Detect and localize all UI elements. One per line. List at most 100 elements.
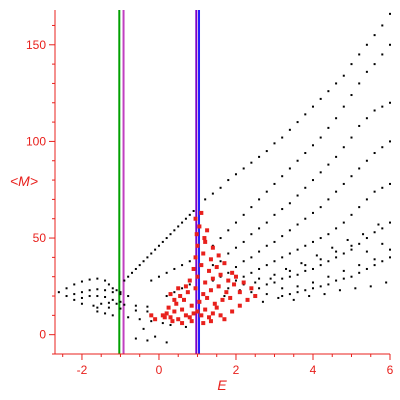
black-point xyxy=(146,339,149,342)
black-point xyxy=(258,198,261,201)
black-point xyxy=(265,283,268,286)
red-point xyxy=(183,313,188,318)
black-point xyxy=(250,206,253,209)
black-point xyxy=(80,291,83,294)
red-point xyxy=(220,297,225,302)
black-point xyxy=(119,293,122,296)
red-point xyxy=(233,274,238,279)
black-point xyxy=(165,237,168,240)
black-point xyxy=(165,295,168,298)
black-point xyxy=(73,298,76,301)
black-point xyxy=(184,325,187,328)
black-point xyxy=(265,150,268,153)
y-tick-label: 0 xyxy=(39,328,46,342)
black-point xyxy=(319,136,322,139)
black-point xyxy=(350,248,353,251)
axes-layer xyxy=(54,10,390,355)
black-point xyxy=(173,229,176,232)
black-point xyxy=(227,287,230,290)
red-point xyxy=(166,305,171,310)
black-point xyxy=(288,229,291,232)
black-point xyxy=(381,146,384,149)
red-point xyxy=(194,232,199,237)
black-point xyxy=(381,227,384,230)
black-point xyxy=(377,223,380,226)
red-point xyxy=(168,292,173,297)
black-point xyxy=(161,240,164,243)
red-point xyxy=(153,317,158,322)
black-point xyxy=(335,250,338,253)
red-point xyxy=(170,319,175,324)
black-point xyxy=(134,304,137,307)
black-point xyxy=(258,267,261,270)
black-point xyxy=(219,186,222,189)
red-point xyxy=(226,278,231,283)
red-point xyxy=(201,292,206,297)
black-point xyxy=(234,173,237,176)
black-point xyxy=(358,264,361,267)
red-point xyxy=(212,301,217,306)
black-point xyxy=(389,248,391,251)
black-point xyxy=(335,227,338,230)
vertical-lines-layer xyxy=(118,10,201,354)
ticks-layer: -2 0 2 4 6 0 50 100 150 xyxy=(26,24,394,377)
red-point xyxy=(201,251,206,256)
black-point xyxy=(138,318,141,321)
black-point xyxy=(288,269,291,272)
black-point xyxy=(304,186,307,189)
black-point xyxy=(250,233,253,236)
black-point xyxy=(204,198,207,201)
black-point xyxy=(234,266,237,269)
black-point xyxy=(288,293,291,296)
red-point xyxy=(181,297,186,302)
black-point xyxy=(365,43,368,46)
red-point xyxy=(189,319,194,324)
red-point xyxy=(218,313,223,318)
red-point xyxy=(210,311,215,316)
red-point xyxy=(193,286,198,291)
red-point xyxy=(237,290,242,295)
black-point xyxy=(365,70,368,73)
black-point xyxy=(242,240,245,243)
black-point xyxy=(119,291,122,294)
black-point xyxy=(346,238,349,241)
black-point xyxy=(250,256,253,259)
black-point xyxy=(381,260,384,263)
black-point xyxy=(111,291,114,294)
black-point xyxy=(335,256,338,259)
black-point xyxy=(281,175,284,178)
black-point xyxy=(242,167,245,170)
black-point xyxy=(304,217,307,220)
black-point xyxy=(123,303,126,306)
black-point xyxy=(73,293,76,296)
black-point xyxy=(269,277,272,280)
black-point xyxy=(358,271,361,274)
black-point xyxy=(150,279,153,282)
black-point xyxy=(389,140,391,143)
black-point xyxy=(111,314,114,317)
y-tick-label: 100 xyxy=(26,134,46,148)
black-point xyxy=(304,264,307,267)
red-point xyxy=(224,290,229,295)
black-point xyxy=(311,281,314,284)
black-point xyxy=(327,233,330,236)
black-point xyxy=(288,167,291,170)
black-point xyxy=(381,53,384,56)
x-tick-label: 4 xyxy=(310,363,317,377)
x-tick-label: 0 xyxy=(156,363,163,377)
y-axis-title: <M> xyxy=(10,173,38,189)
black-point xyxy=(308,295,311,298)
red-point xyxy=(230,309,235,314)
black-point xyxy=(358,53,361,56)
red-point xyxy=(187,315,192,320)
black-point xyxy=(181,264,184,267)
black-point xyxy=(104,312,107,315)
black-point xyxy=(342,221,345,224)
black-point xyxy=(300,262,303,265)
black-point xyxy=(350,175,353,178)
red-point xyxy=(172,309,177,314)
black-point xyxy=(265,244,268,247)
red-point xyxy=(168,315,173,320)
red-point xyxy=(205,295,210,300)
black-point xyxy=(273,260,276,263)
